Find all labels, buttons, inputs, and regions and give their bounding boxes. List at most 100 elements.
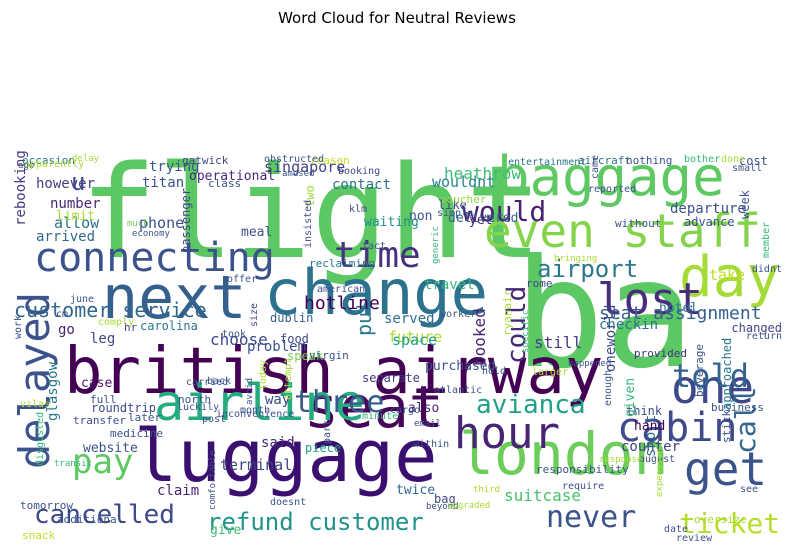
word-later: later: [128, 411, 162, 424]
word-seat: seat: [304, 373, 444, 441]
word-yet: yet: [469, 213, 493, 228]
word-terminal: terminal: [220, 456, 293, 474]
chart-title: Word Cloud for Neutral Reviews: [278, 9, 516, 27]
word-work: work: [14, 314, 24, 339]
word-tomorrow: tomorrow: [20, 499, 73, 512]
word-ba: ba: [514, 228, 695, 402]
word-would: would: [462, 195, 547, 228]
word-obstructed: obstructed: [264, 154, 325, 165]
word-future: future: [388, 328, 443, 346]
word-expensive: expensive: [655, 448, 665, 497]
word-served: served: [384, 311, 435, 327]
word-ticket: ticket: [679, 507, 781, 540]
word-stick: stick: [720, 409, 733, 443]
word-airline: airline: [154, 374, 365, 432]
word-virgin: virgin: [309, 349, 349, 362]
word-go: go: [58, 322, 75, 338]
word-leg: leg: [90, 331, 116, 347]
word-twice: twice: [396, 483, 436, 498]
word-flight: flight: [80, 150, 543, 288]
word-luckily: luckily: [177, 402, 220, 413]
word-within: within: [413, 439, 450, 450]
word-entertainment: entertainment: [508, 157, 587, 168]
word-ryanair: ryanair: [501, 289, 514, 336]
word-today: today: [258, 359, 269, 390]
word-occasion: occasion: [22, 154, 75, 167]
word-get: get: [684, 442, 768, 496]
word-hand: hand: [634, 419, 666, 434]
word-london: london: [459, 420, 669, 488]
word-beyond: beyond: [426, 502, 459, 512]
word-enough: enough: [603, 369, 614, 406]
word-next: next: [102, 263, 247, 333]
word-happened: happened: [568, 359, 612, 369]
word-heathrow: heathrow: [444, 164, 522, 183]
word-phone: phone: [139, 214, 185, 232]
word-carolina: carolina: [140, 319, 198, 333]
word-u: u: [71, 168, 86, 196]
word-however: however: [36, 176, 96, 192]
word-three: three: [294, 385, 385, 420]
word-carried: carried: [186, 377, 229, 388]
word-back: back: [207, 376, 232, 387]
word-responsibility: responsibility: [536, 463, 629, 476]
word-economy: economy: [132, 229, 170, 239]
word-seat-assignment: seat assignment: [599, 303, 762, 324]
word-simple: simple: [437, 208, 474, 219]
word-aircraft: aircraft: [578, 154, 631, 167]
word-claim: claim: [157, 483, 200, 499]
word-larger: larger: [532, 367, 569, 378]
word-additional: additional: [57, 513, 124, 526]
word-reason: reason: [310, 154, 350, 167]
word-require: require: [562, 481, 605, 492]
word-much: much: [127, 219, 149, 229]
word-avianca: avianca: [476, 390, 586, 420]
word-meal: meal: [241, 225, 273, 240]
word-didnt: didnt: [751, 264, 782, 275]
word-roundtrip: roundtrip: [91, 401, 157, 415]
word-day: day: [679, 245, 781, 310]
word-american: american: [317, 284, 366, 295]
word-amused: amused: [282, 169, 315, 179]
word-reported: reported: [588, 184, 637, 195]
word-bringing: bringing: [554, 254, 598, 264]
word-bother: bother: [684, 154, 721, 165]
word-cancelled: cancelled: [34, 500, 175, 530]
word-provided: provided: [634, 347, 687, 360]
word-august: august: [639, 454, 676, 465]
word-separate: separate: [362, 371, 420, 385]
word-avoid: avoid: [245, 377, 255, 405]
word-take: take: [709, 266, 746, 284]
word-class: class: [208, 177, 242, 190]
word-hotel: hotel: [659, 301, 699, 316]
word-cargo: cargo: [390, 405, 421, 416]
word-upgraded: upgraded: [447, 501, 491, 511]
word-one: one: [671, 360, 755, 414]
word-number: number: [50, 196, 101, 212]
word-speak: speak: [287, 349, 324, 363]
word-doesnt: doesnt: [270, 497, 307, 508]
word-glasgow: glasgow: [45, 361, 61, 421]
word-post: post: [202, 414, 227, 425]
word-generic: generic: [431, 226, 441, 264]
word-date: date: [664, 524, 689, 535]
word-email: email: [414, 419, 442, 429]
word-limit: limit: [56, 209, 96, 224]
word-klm: klm: [349, 204, 368, 215]
word-case: case: [81, 376, 113, 391]
word-purchased: purchased: [425, 359, 496, 374]
word-voucher: voucher: [440, 193, 487, 206]
word-apparently: apparently: [24, 159, 85, 170]
word-medicine: medicine: [110, 427, 163, 440]
word-counter: counter: [621, 439, 681, 455]
word-arrived: arrived: [36, 229, 96, 245]
word-vilas: vilas: [20, 399, 51, 410]
word-delay: delay: [72, 154, 100, 164]
word-member: member: [761, 221, 772, 258]
word-approached: approached: [720, 337, 734, 410]
word-food: food: [280, 332, 309, 346]
word-hour: hour: [454, 408, 560, 459]
word-cm: cm: [56, 309, 69, 320]
word-full: full: [90, 393, 117, 406]
word-give: give: [210, 523, 242, 538]
